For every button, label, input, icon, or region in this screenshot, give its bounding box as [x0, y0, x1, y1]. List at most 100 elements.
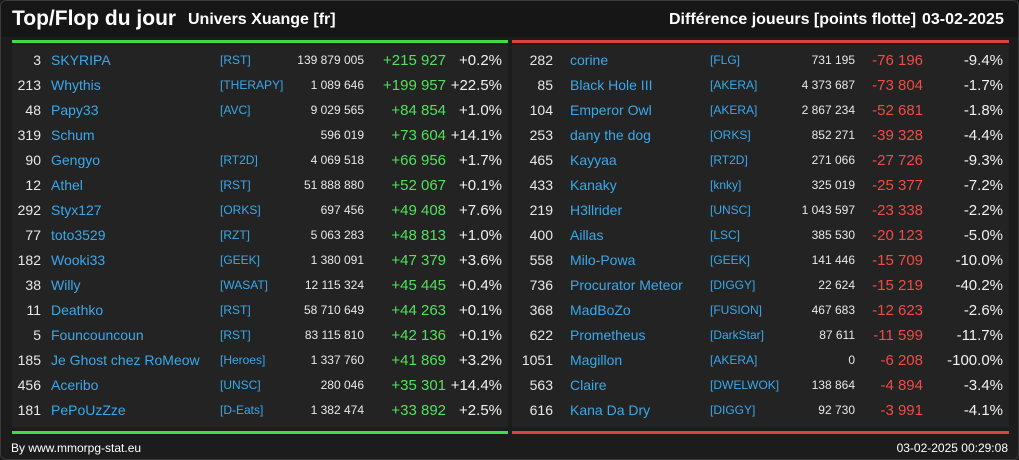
player-name-link[interactable]: Deathko [51, 302, 104, 318]
player-name-link[interactable]: Athel [51, 177, 83, 193]
alliance-tag-link[interactable]: [AKERA] [710, 78, 758, 92]
flop-player-row: 253 dany the dog [ORKS] 852 271 -39 328 -4.4% [512, 123, 1009, 148]
alliance-tag-link[interactable]: [UNSC] [220, 378, 261, 392]
alliance-tag-link[interactable]: [DarkStar] [710, 328, 765, 342]
alliance-tag-link[interactable]: [WASAT] [220, 278, 268, 292]
points-difference: +73 604 [391, 127, 446, 144]
player-name-link[interactable]: Kayyaa [570, 152, 617, 168]
player-points: 92 730 [818, 403, 855, 417]
alliance-tag-link[interactable]: [AVC] [220, 103, 251, 117]
alliance-tag-link[interactable]: [RT2D] [710, 153, 748, 167]
points-difference: -3 991 [880, 402, 923, 419]
alliance-tag-link[interactable]: [DWELWOK] [710, 378, 780, 392]
points-difference: +35 301 [391, 377, 446, 394]
player-name-link[interactable]: Founcouncoun [51, 327, 144, 343]
player-name-link[interactable]: Aceribo [51, 377, 99, 393]
flop-players-panel: 282 corine [FLG] 731 195 -76 196 -9.4% 85 Black… [512, 45, 1009, 427]
alliance-tag-link[interactable]: [RT2D] [220, 153, 258, 167]
points-difference: -15 219 [872, 277, 923, 294]
player-rank: 182 [17, 252, 41, 268]
alliance-tag-link[interactable]: [DIGGY] [710, 403, 756, 417]
alliance-tag-link[interactable]: [RST] [220, 328, 251, 342]
alliance-tag-link[interactable]: [THERAPY] [220, 78, 284, 92]
player-name-link[interactable]: Willy [51, 277, 81, 293]
player-name-link[interactable]: Black Hole III [570, 77, 653, 93]
alliance-tag-link[interactable]: [Heroes] [220, 353, 266, 367]
player-points: 1 380 091 [310, 253, 364, 267]
alliance-tag-link[interactable]: [D-Eats] [220, 403, 264, 417]
alliance-tag-link[interactable]: [ORKS] [710, 128, 751, 142]
player-points: 596 019 [320, 128, 364, 142]
alliance-tag-link[interactable]: [AKERA] [710, 353, 758, 367]
alliance-tag-link[interactable]: [FUSION] [710, 303, 763, 317]
player-rank: 48 [25, 102, 41, 118]
player-rank: 77 [25, 227, 41, 243]
player-rank: 616 [529, 402, 553, 418]
top-player-row: 11 Deathko [RST] 58 710 649 +44 263 +0.1% [12, 298, 508, 323]
alliance-tag-link[interactable]: [AKERA] [710, 103, 758, 117]
points-difference: -39 328 [872, 127, 923, 144]
points-difference: +42 136 [391, 327, 446, 344]
player-name-link[interactable]: Whythis [51, 77, 101, 93]
player-points: 271 066 [811, 153, 855, 167]
player-name-link[interactable]: toto3529 [51, 227, 106, 243]
player-name-link[interactable]: Emperor Owl [570, 102, 652, 118]
player-points: 2 867 234 [801, 103, 855, 117]
alliance-tag-link[interactable]: [DIGGY] [710, 278, 756, 292]
player-name-link[interactable]: Aillas [570, 227, 604, 243]
flop-player-row: 1051 Magillon [AKERA] 0 -6 208 -100.0% [512, 348, 1009, 373]
points-difference: +215 927 [383, 52, 446, 69]
player-rank: 12 [25, 177, 41, 193]
player-points: 51 888 880 [303, 178, 364, 192]
player-name-link[interactable]: Kana Da Dry [570, 402, 651, 418]
points-difference: -76 196 [872, 52, 923, 69]
player-name-link[interactable]: MadBoZo [570, 302, 631, 318]
flop-player-row: 558 Milo-Powa [GEEK] 141 446 -15 709 -10.0% [512, 248, 1009, 273]
alliance-tag-link[interactable]: [GEEK] [220, 253, 261, 267]
player-rank: 622 [529, 327, 553, 343]
player-name-link[interactable]: PePoUzZze [51, 402, 126, 418]
player-name-link[interactable]: Papy33 [51, 102, 99, 118]
points-difference: -73 804 [872, 77, 923, 94]
player-name-link[interactable]: Prometheus [570, 327, 646, 343]
percent-change: -3.4% [963, 377, 1003, 394]
player-name-link[interactable]: SKYRIPA [51, 52, 111, 68]
footer-credit: By www.mmorpg-stat.eu [11, 441, 142, 455]
points-difference: +48 813 [391, 227, 446, 244]
alliance-tag-link[interactable]: [knky] [710, 178, 742, 192]
player-name-link[interactable]: Wooki33 [51, 252, 106, 268]
alliance-tag-link[interactable]: [RZT] [220, 228, 250, 242]
player-name-link[interactable]: Je Ghost chez RoMeow [51, 352, 200, 368]
player-name-link[interactable]: Schum [51, 127, 95, 143]
player-name-link[interactable]: Styx127 [51, 202, 102, 218]
alliance-tag-link[interactable]: [RST] [220, 178, 251, 192]
points-difference: -20 123 [872, 227, 923, 244]
player-name-link[interactable]: Kanaky [570, 177, 617, 193]
points-difference: -6 208 [880, 352, 923, 369]
page-title: Top/Flop du jour [12, 7, 177, 30]
player-name-link[interactable]: corine [570, 52, 609, 68]
player-name-link[interactable]: Claire [570, 377, 607, 393]
player-name-link[interactable]: Milo-Powa [570, 252, 636, 268]
player-name-link[interactable]: dany the dog [570, 127, 651, 143]
player-points: 141 446 [811, 253, 855, 267]
percent-change: +22.5% [450, 77, 502, 94]
alliance-tag-link[interactable]: [UNSC] [710, 203, 751, 217]
alliance-tag-link[interactable]: [LSC] [710, 228, 741, 242]
points-difference: -15 709 [872, 252, 923, 269]
top-players-panel: 3 SKYRIPA [RST] 139 879 005 +215 927 +0.2% 213… [12, 45, 508, 427]
flop-accent-bar-bottom [512, 431, 1009, 434]
player-name-link[interactable]: Magillon [570, 352, 623, 368]
player-name-link[interactable]: H3llrider [570, 202, 623, 218]
alliance-tag-link[interactable]: [RST] [220, 303, 251, 317]
alliance-tag-link[interactable]: [GEEK] [710, 253, 751, 267]
player-name-link[interactable]: Gengyo [51, 152, 101, 168]
alliance-tag-link[interactable]: [RST] [220, 53, 251, 67]
alliance-tag-link[interactable]: [FLG] [710, 53, 741, 67]
percent-change: -100.0% [947, 352, 1003, 369]
alliance-tag-link[interactable]: [ORKS] [220, 203, 261, 217]
header: Top/Flop du jour Univers Xuange [fr] Dif… [1, 1, 1018, 37]
header-date: 03-02-2025 [922, 11, 1004, 28]
player-name-link[interactable]: Procurator Meteor [570, 277, 683, 293]
percent-change: -2.2% [963, 202, 1003, 219]
